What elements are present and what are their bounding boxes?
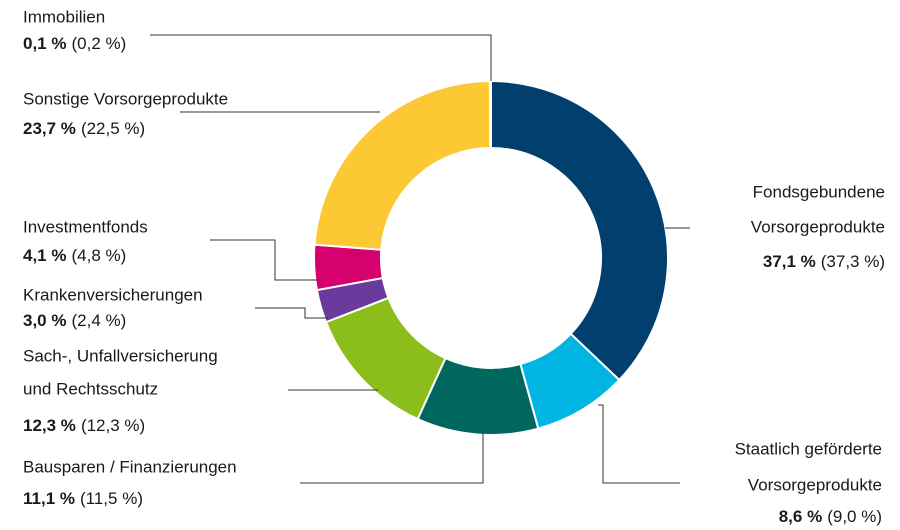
value-label-line: 23,7 % (22,5 %) (23, 119, 145, 138)
category-label: Krankenversicherungen (23, 285, 203, 304)
category-label: Investmentfonds (23, 217, 148, 236)
value-label: 37,1 % (763, 252, 816, 271)
previous-value-label: (22,5 %) (81, 119, 145, 138)
category-label: und Rechtsschutz (23, 379, 158, 398)
category-label: Fondsgebundene (753, 182, 885, 201)
previous-value-label: (4,8 %) (71, 246, 126, 265)
value-label: 4,1 % (23, 246, 66, 265)
category-label: Vorsorgeprodukte (751, 217, 885, 236)
leader-line (210, 239, 318, 281)
value-label-line: 11,1 % (11,5 %) (23, 489, 143, 508)
value-label: 3,0 % (23, 311, 66, 330)
value-label: 8,6 % (779, 507, 822, 526)
value-label: 11,1 % (23, 489, 75, 508)
previous-value-label: (11,5 %) (80, 489, 143, 508)
value-label: 12,3 % (23, 416, 76, 435)
value-label-line: 12,3 % (12,3 %) (23, 416, 145, 435)
previous-value-label: (2,4 %) (71, 311, 126, 330)
category-label: Bausparen / Finanzierungen (23, 457, 237, 476)
donut-segment (490, 79, 669, 382)
category-label: Vorsorgeprodukte (748, 475, 882, 494)
donut-segment (488, 79, 492, 150)
category-label: Immobilien (23, 7, 105, 26)
leader-line (150, 34, 492, 81)
leader-line (255, 307, 328, 319)
previous-value-label: (12,3 %) (81, 416, 145, 435)
donut-segment (313, 79, 492, 251)
value-label-line: 37,1 % (37,3 %) (763, 252, 885, 271)
category-label: Sach-, Unfallversicherung (23, 346, 218, 365)
previous-value-label: (9,0 %) (827, 507, 882, 526)
value-label-line: 8,6 % (9,0 %) (779, 507, 882, 526)
leader-line (300, 430, 484, 484)
category-label: Staatlich geförderte (735, 439, 882, 458)
value-label-line: 0,1 % (0,2 %) (23, 34, 126, 53)
value-label: 0,1 % (23, 34, 66, 53)
previous-value-label: (0,2 %) (71, 34, 126, 53)
category-label: Sonstige Vorsorgeprodukte (23, 89, 228, 108)
value-label-line: 3,0 % (2,4 %) (23, 311, 126, 330)
leader-line (598, 404, 680, 484)
previous-value-label: (37,3 %) (821, 252, 885, 271)
value-label: 23,7 % (23, 119, 76, 138)
value-label-line: 4,1 % (4,8 %) (23, 246, 126, 265)
